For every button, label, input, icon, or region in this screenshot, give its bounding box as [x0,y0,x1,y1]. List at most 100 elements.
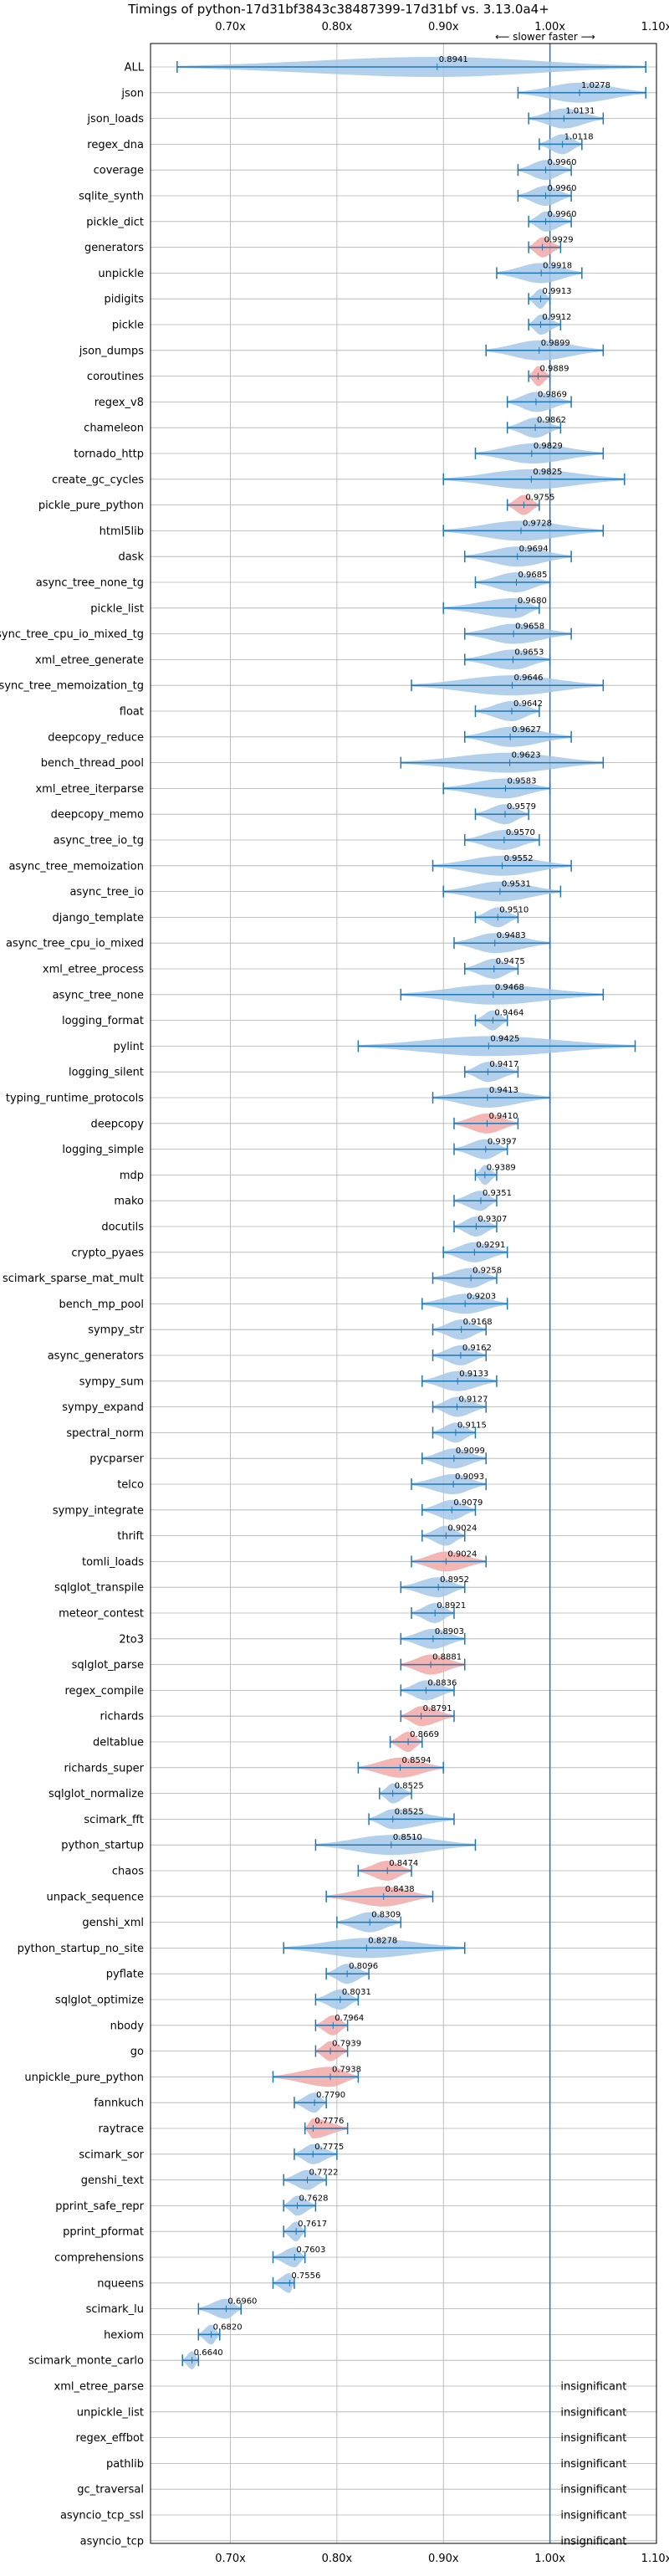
benchmark-label: regex_v8 [94,397,144,409]
benchmark-label: async_tree_memoization_tg [0,680,144,693]
benchmark-label: tomli_loads [82,1556,144,1569]
value-label: 0.8510 [393,1833,422,1842]
value-label: 0.9912 [542,313,571,322]
value-label: 0.9024 [447,1524,477,1534]
value-label: 0.9627 [512,725,541,735]
x-tick-label-top: 0.80x [322,21,353,33]
value-label: 0.9099 [456,1447,485,1456]
value-label: 0.8525 [395,1782,424,1791]
value-label: 0.9829 [534,442,563,451]
benchmark-label: raytrace [98,2123,144,2136]
value-label: 0.7939 [332,2040,361,2049]
value-label: 0.9291 [476,1241,505,1250]
value-label: 0.9918 [543,261,572,270]
value-label: 0.9168 [463,1318,493,1327]
benchmark-label: thrift [117,1530,144,1543]
benchmark-label: unpickle_pure_python [24,2072,144,2084]
insignificant-label: insignificant [560,2458,626,2471]
value-label: 0.8438 [386,1885,415,1894]
benchmark-label: chaos [112,1866,144,1878]
benchmark-label: gc_traversal [77,2484,144,2497]
benchmark-label: unpack_sequence [46,1891,144,1903]
benchmark-label: sqlite_synth [79,191,144,203]
value-label: 0.9133 [459,1370,488,1379]
value-label: 0.8525 [395,1807,424,1816]
benchmark-label: mdp [120,1170,144,1182]
benchmark-label: richards [100,1711,145,1723]
benchmark-label: python_startup_no_site [18,1943,144,1955]
benchmark-label: json_loads [86,113,144,125]
value-label: 0.9680 [518,597,547,606]
value-label: 0.9464 [494,1009,523,1018]
benchmark-label: async_tree_none [53,989,144,1001]
benchmark-label: asyncio_tcp [80,2535,144,2548]
value-label: 0.8941 [439,55,468,64]
benchmark-label: pprint_safe_repr [55,2200,144,2213]
value-label: 0.9646 [514,673,544,683]
value-label: 0.9024 [447,1549,477,1559]
value-label: 0.8309 [371,1911,401,1920]
value-label: 0.6960 [227,2297,257,2307]
insignificant-label: insignificant [560,2406,626,2419]
value-label: 0.8031 [342,1988,371,1997]
value-label: 0.9728 [523,519,552,528]
benchmark-label: docutils [101,1221,144,1234]
value-label: 0.8278 [368,1936,397,1945]
x-tick-label-top: 0.90x [428,21,459,33]
value-label: 0.9552 [504,854,534,863]
benchmark-label: sympy_integrate [53,1504,144,1517]
value-label: 0.8594 [402,1756,432,1765]
value-label: 0.8921 [437,1601,466,1611]
benchmark-label: pathlib [106,2458,144,2471]
benchmark-label: json_dumps [79,345,144,357]
benchmark-label: meteor_contest [59,1608,144,1621]
benchmark-label: async_tree_io_tg [54,835,144,848]
benchmark-label: deltablue [93,1737,144,1749]
benchmark-label: tornado_http [74,448,144,461]
value-label: 0.9623 [512,751,541,761]
value-label: 1.0131 [565,107,595,116]
insignificant-label: insignificant [560,2432,626,2445]
value-label: 0.9583 [508,776,537,786]
benchmark-label: unpickle_list [77,2406,144,2419]
benchmark-label: comprehensions [54,2252,144,2265]
x-tick-label-bottom: 1.00x [534,2553,565,2565]
benchmark-label: coverage [94,165,144,177]
value-label: 0.9755 [525,494,554,503]
value-label: 0.9653 [514,648,544,657]
value-label: 0.8952 [440,1575,469,1585]
value-label: 0.9913 [543,287,572,296]
x-tick-label-bottom: 0.90x [428,2553,459,2565]
benchmark-label: sqlglot_parse [72,1659,144,1672]
benchmark-label: async_tree_io [69,886,144,899]
value-label: 0.9889 [539,365,569,374]
value-label: 0.9307 [477,1215,507,1224]
value-label: 0.9642 [513,699,543,709]
benchmark-label: bench_mp_pool [59,1298,144,1311]
benchmark-label: sqlglot_transpile [54,1582,144,1595]
benchmark-label: bench_thread_pool [41,757,144,770]
value-label: 0.9694 [519,545,549,554]
value-label: 0.9425 [490,1034,519,1043]
benchmark-label: scimark_monte_carlo [28,2355,144,2368]
value-label: 0.8836 [427,1678,457,1687]
benchmark-label: deepcopy_memo [51,809,144,822]
benchmark-label: async_tree_none_tg [36,577,144,590]
value-label: 0.7603 [296,2246,325,2255]
benchmark-label: scimark_fft [84,1814,144,1826]
benchmark-label: 2to3 [119,1633,144,1646]
value-label: 0.8903 [435,1627,464,1636]
category-labels: ALL 0.8941 json 1.0278 json_loads 1.0131 regex… [0,55,626,2548]
value-label: 0.9899 [541,339,570,348]
insignificant-label: insignificant [560,2381,626,2394]
value-label: 0.9468 [495,983,524,992]
benchmark-label: pyflate [106,1969,144,1981]
benchmark-label: spectral_norm [66,1427,144,1440]
benchmark-label: pickle [112,320,144,332]
value-label: 0.7938 [332,2065,361,2074]
benchmark-label: richards_super [64,1762,144,1775]
benchmark-label: chameleon [84,423,144,435]
value-label: 0.9413 [489,1086,518,1095]
value-label: 0.9475 [496,957,525,966]
benchmark-label: python_startup [61,1840,144,1852]
